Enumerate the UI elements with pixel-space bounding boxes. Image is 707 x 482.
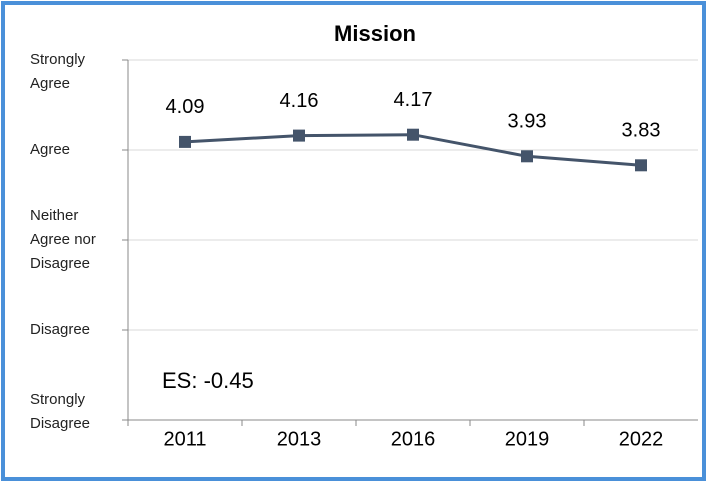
data-label: 3.83 [622, 120, 661, 142]
data-label: 4.09 [166, 96, 205, 118]
marker [521, 150, 533, 163]
x-tick-label: 2011 [163, 428, 206, 450]
chart-title: Mission [334, 21, 416, 46]
marker [293, 129, 305, 142]
x-tick-label: 2019 [505, 428, 550, 450]
annotation: ES: -0.45 [162, 368, 254, 393]
marker [179, 135, 191, 148]
marker [635, 159, 647, 172]
x-tick-label: 2022 [619, 428, 664, 450]
data-label: 3.93 [508, 111, 547, 133]
y-tick-label: Strongly Agree [30, 51, 86, 92]
marker [407, 128, 419, 141]
x-tick-label: 2016 [391, 428, 436, 450]
x-tick-label: 2013 [277, 428, 322, 450]
data-label: 4.16 [280, 90, 319, 112]
y-tick-label: Strongly Disagree [30, 391, 91, 432]
data-label: 4.17 [394, 89, 433, 111]
y-tick-label: Agree [30, 141, 71, 158]
y-tick-label: Neither Agree nor Disagree [30, 207, 96, 272]
y-tick-label: Disagree [30, 321, 91, 338]
